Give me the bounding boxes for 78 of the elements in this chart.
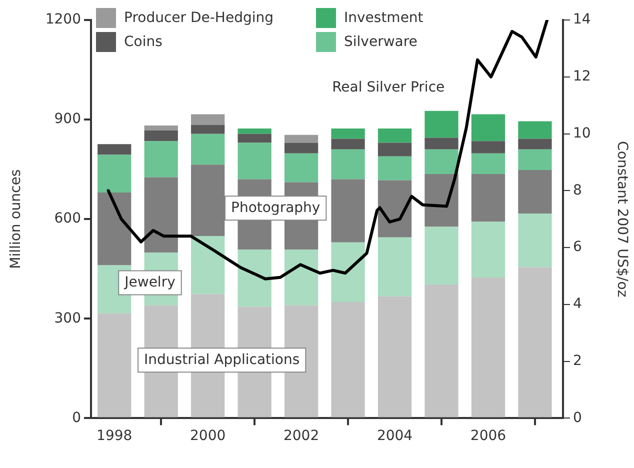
annotation: Jewelry (124, 274, 176, 290)
legend-label: Investment (344, 10, 424, 26)
bar (331, 179, 365, 242)
bar (471, 141, 506, 154)
x-tick-label: 2000 (190, 428, 226, 444)
bar (424, 174, 458, 227)
bar (518, 121, 552, 139)
annotation: Photography (230, 200, 320, 216)
bar (98, 154, 132, 193)
y2-tick-label: 4 (573, 296, 582, 312)
bar (424, 110, 458, 138)
y2-tick-label: 14 (573, 12, 591, 28)
y2-tick-label: 6 (573, 239, 582, 256)
bar (331, 138, 365, 150)
bar (98, 313, 132, 418)
bar (144, 126, 178, 130)
bar (284, 153, 318, 182)
legend-label: Silverware (344, 34, 418, 50)
bar (378, 156, 412, 180)
bar (518, 170, 552, 214)
bar (471, 153, 506, 174)
bar (518, 149, 552, 170)
y-tick-label: 900 (54, 111, 81, 128)
bar (518, 138, 552, 150)
bar (378, 180, 412, 238)
bar (378, 128, 412, 143)
bar (191, 134, 225, 165)
y2-tick-label: 0 (573, 410, 582, 426)
legend-label: Producer De-Hedging (124, 10, 274, 26)
x-tick-label: 2002 (283, 428, 320, 444)
y2-tick-label: 10 (573, 125, 591, 142)
bar (424, 138, 458, 150)
bar (331, 242, 365, 302)
bar (331, 149, 365, 180)
bar (144, 130, 178, 142)
annotation: Industrial Applications (144, 352, 300, 368)
bar (424, 226, 458, 284)
bar (191, 124, 225, 134)
bar (424, 149, 458, 174)
x-tick-label: 2004 (376, 428, 413, 444)
bar (378, 142, 412, 156)
bar (378, 237, 412, 296)
bar (144, 141, 178, 178)
y2-tick-label: 2 (573, 352, 582, 369)
bar (331, 302, 365, 418)
bar (471, 222, 506, 278)
bar (518, 267, 552, 418)
bar (144, 177, 178, 253)
bar (424, 284, 458, 418)
annotation: Real Silver Price (332, 79, 445, 96)
x-tick-label: 2006 (470, 428, 506, 444)
bar (378, 296, 412, 418)
bar (471, 114, 506, 142)
x-tick-label: 1998 (96, 428, 132, 444)
y-tick-label: 600 (54, 210, 81, 227)
y-axis-title: Million ounces (8, 169, 24, 269)
bar (518, 213, 552, 268)
y2-axis-title: Constant 2007 US$/oz (614, 141, 630, 298)
bar (98, 192, 132, 266)
bar (98, 144, 132, 155)
y-tick-label: 1200 (45, 12, 81, 28)
bar (191, 236, 225, 294)
bar (471, 278, 506, 418)
bar (331, 128, 365, 139)
bar (238, 250, 272, 307)
bar (191, 114, 225, 125)
y2-tick-label: 8 (573, 182, 582, 198)
bar (284, 142, 318, 154)
y2-tick-label: 12 (573, 68, 591, 85)
bar (238, 128, 272, 134)
bar (471, 174, 506, 222)
bar (284, 250, 318, 306)
y-tick-label: 0 (72, 410, 81, 426)
legend-label: Coins (124, 34, 162, 50)
bar (238, 134, 272, 143)
bar (238, 142, 272, 180)
bar (284, 134, 318, 143)
y-tick-label: 300 (54, 310, 81, 326)
